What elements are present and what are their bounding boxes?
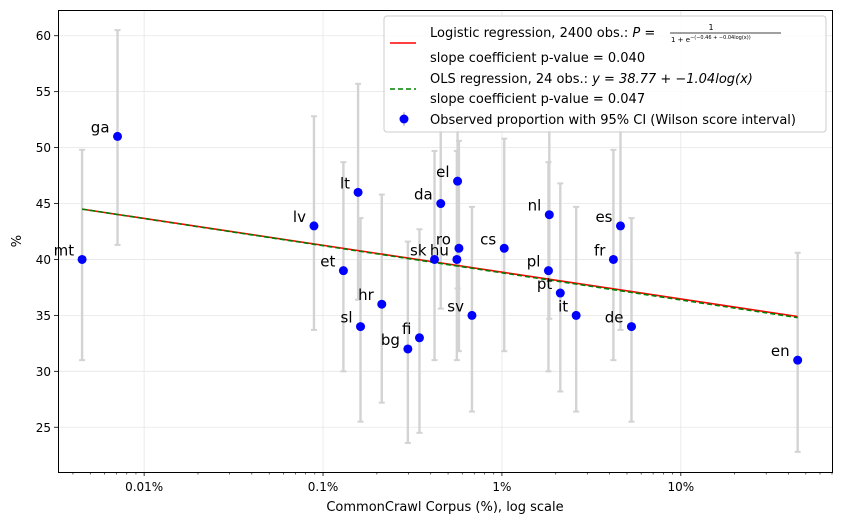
y-tick-label: 40: [36, 253, 51, 267]
point-label-el: el: [436, 163, 449, 181]
x-tick-label: 0.01%: [125, 480, 163, 494]
point-label-it: it: [558, 297, 568, 315]
x-tick-label: 1%: [492, 480, 511, 494]
point-fr: [608, 254, 618, 264]
ols-regression-line: [81, 208, 798, 319]
point-cs: [499, 243, 509, 253]
x-tick-label: 0.1%: [308, 480, 339, 494]
point-bg: [403, 344, 413, 354]
point-label-ro: ro: [436, 230, 451, 248]
legend-point-swatch: [399, 114, 409, 124]
legend-observed-label: Observed proportion with 95% CI (Wilson …: [430, 113, 796, 128]
point-es: [615, 221, 625, 231]
point-label-hu: hu: [430, 241, 449, 259]
x-tick-label: 10%: [667, 480, 694, 494]
point-en: [793, 355, 803, 365]
legend-ols-line1: OLS regression, 24 obs.: y = 38.77 + −1.…: [430, 72, 753, 87]
y-axis-label: %: [10, 235, 25, 247]
y-axis-ticks: 25 30 35 40 45 50 55 60: [36, 29, 58, 435]
legend-logistic-line1: Logistic regression, 2400 obs.: P =: [430, 26, 655, 41]
point-label-ga: ga: [91, 118, 110, 136]
point-ro: [454, 243, 464, 253]
y-tick-label: 25: [36, 421, 51, 435]
legend-logistic-fraction: 1 1 + e−(−0.46 + −0.04log(x)): [670, 23, 781, 44]
point-label-es: es: [595, 208, 612, 226]
point-nl: [544, 210, 554, 220]
point-label-hr: hr: [358, 286, 375, 304]
point-lt: [353, 187, 363, 197]
point-label-fr: fr: [594, 241, 606, 259]
point-da: [436, 199, 446, 209]
y-tick-label: 35: [36, 309, 51, 323]
point-el: [453, 176, 463, 186]
y-tick-label: 60: [36, 29, 51, 43]
point-label-en: en: [771, 342, 790, 360]
data-points: [77, 131, 803, 365]
point-label-de: de: [605, 309, 624, 327]
legend-logistic-pvalue: slope coefficient p-value = 0.040: [430, 51, 645, 66]
legend-fraction-numerator: 1: [708, 23, 713, 32]
point-label-cs: cs: [480, 230, 496, 248]
point-mt: [77, 254, 87, 264]
point-ga: [113, 131, 123, 141]
plot-frame: [58, 10, 833, 473]
point-lv: [309, 221, 319, 231]
point-label-lt: lt: [340, 174, 350, 192]
x-axis-label: CommonCrawl Corpus (%), log scale: [326, 500, 563, 515]
point-label-pl: pl: [527, 253, 541, 271]
point-it: [571, 310, 581, 320]
legend-fraction-denominator: 1 + e−(−0.46 + −0.04log(x)): [671, 35, 751, 44]
point-sk: [430, 254, 440, 264]
y-tick-label: 30: [36, 365, 51, 379]
y-tick-label: 45: [36, 197, 51, 211]
y-tick-label: 55: [36, 85, 51, 99]
point-label-et: et: [320, 253, 335, 271]
x-axis-ticks: 0.01% 0.1% 1% 10%: [72, 472, 833, 494]
point-sv: [467, 310, 477, 320]
point-label-sk: sk: [410, 241, 427, 259]
point-pl: [543, 266, 553, 276]
legend-box: [383, 15, 827, 133]
point-label-fi: fi: [402, 320, 411, 338]
point-label-sl: sl: [341, 309, 353, 327]
point-label-da: da: [414, 186, 433, 204]
point-pt: [555, 288, 565, 298]
point-de: [626, 322, 636, 332]
point-label-mt: mt: [54, 241, 75, 259]
point-sl: [356, 322, 366, 332]
legend-ols-pvalue: slope coefficient p-value = 0.047: [430, 92, 645, 107]
point-label-pt: pt: [537, 275, 553, 293]
y-tick-label: 50: [36, 141, 51, 155]
point-hr: [377, 299, 387, 309]
point-label-nl: nl: [528, 197, 542, 215]
point-label-lv: lv: [293, 208, 306, 226]
point-label-sv: sv: [447, 297, 464, 315]
legend: Logistic regression, 2400 obs.: P = 1 1 …: [383, 15, 827, 133]
point-fi: [414, 333, 424, 343]
point-hu: [452, 254, 462, 264]
point-label-bg: bg: [381, 331, 400, 349]
regression-lines: [81, 208, 798, 319]
point-et: [338, 266, 348, 276]
